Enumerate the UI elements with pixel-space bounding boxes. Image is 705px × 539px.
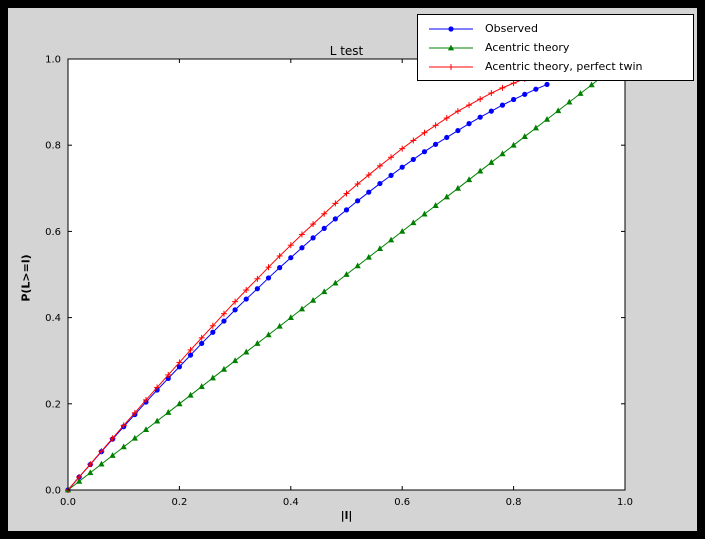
x-tick-label: 0.0 <box>60 497 76 508</box>
legend-item-observed: Observed <box>418 19 693 38</box>
legend: Observed Acentric theory Acentric theory… <box>417 14 694 81</box>
figure-canvas: 0.0 0.2 0.4 0.6 0.8 1.0 0.0 0.2 0.4 0.6 0.8 1.0 L t… <box>8 8 697 531</box>
plot-area: 0.0 0.2 0.4 0.6 0.8 1.0 0.0 0.2 0.4 0.6 0.8 1.0 <box>45 55 633 509</box>
x-tick-label: 0.6 <box>394 497 410 508</box>
y-tick-label: 1.0 <box>45 55 61 66</box>
y-axis-label: P(L>=l) <box>19 254 33 302</box>
y-tick-label: 0.8 <box>45 141 61 152</box>
series-acentric-theory <box>64 72 606 493</box>
legend-item-acentric-theory-perfect-twin: Acentric theory, perfect twin <box>418 57 693 76</box>
y-tick-label: 0.0 <box>45 486 61 497</box>
acentric-theory-line-sample-icon <box>429 44 473 50</box>
y-tick-label: 0.6 <box>45 227 61 238</box>
legend-label-acentric-theory: Acentric theory <box>485 41 570 54</box>
y-tick-label: 0.2 <box>45 399 61 410</box>
chart-title: L test <box>329 44 364 58</box>
legend-label-acentric-theory-perfect-twin: Acentric theory, perfect twin <box>485 60 643 73</box>
x-tick-label: 0.4 <box>283 497 299 508</box>
observed-line-sample-icon <box>429 25 473 32</box>
x-axis-label: |l| <box>340 509 353 522</box>
y-tick-label: 0.4 <box>45 313 61 324</box>
legend-item-acentric-theory: Acentric theory <box>418 38 693 57</box>
x-tick-label: 1.0 <box>617 497 633 508</box>
x-tick-label: 0.2 <box>171 497 187 508</box>
axes-frame <box>67 58 626 491</box>
legend-label-observed: Observed <box>485 22 538 35</box>
series-acentric-theory-perfect-twin <box>65 65 562 493</box>
acentric-theory-perfect-twin-line-sample-icon <box>429 63 473 70</box>
x-tick-label: 0.8 <box>506 497 522 508</box>
